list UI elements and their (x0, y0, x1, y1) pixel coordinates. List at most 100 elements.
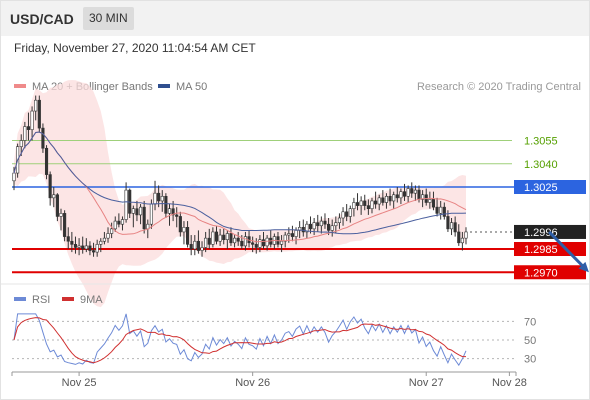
candle-body (175, 214, 179, 217)
rsi-legend-swatch (14, 297, 26, 301)
candle-body (41, 127, 45, 149)
candle-body (225, 233, 229, 240)
candle-body (91, 250, 96, 253)
level-label: 1.2985 (524, 244, 558, 256)
candle-body (254, 244, 258, 248)
candle-body (428, 199, 432, 203)
candle-body (19, 140, 23, 147)
level-label: 1.3055 (524, 136, 558, 148)
candle-body (334, 222, 338, 227)
candle-body (102, 237, 106, 242)
level-label: 1.3025 (524, 182, 558, 194)
candle-body (341, 211, 345, 219)
rsi-legend-entry: RSI (32, 294, 50, 306)
candle-body (301, 227, 305, 233)
candle-body (135, 208, 139, 216)
candle-body (189, 244, 193, 250)
candle-body (312, 222, 316, 230)
candle-body (348, 208, 352, 217)
candle-body (211, 231, 215, 245)
candle-body (34, 99, 38, 112)
candle-body (48, 174, 52, 199)
candle-body (251, 242, 255, 245)
candle-body (142, 206, 146, 230)
candle-body (204, 237, 208, 248)
candle-body (388, 196, 392, 202)
forecast-arrow-head (578, 261, 589, 273)
candle-body (323, 220, 327, 225)
candle-body (117, 220, 121, 225)
ma50-line (13, 131, 467, 235)
candle-body (287, 233, 291, 236)
candle-body (330, 225, 334, 231)
candle-body (84, 245, 88, 250)
candle-body (63, 213, 67, 237)
candle-body (138, 206, 143, 216)
candle-body (402, 191, 407, 197)
candle-body (160, 196, 164, 202)
candle-body (153, 192, 157, 205)
candle-body (265, 237, 269, 247)
candle-body (460, 237, 464, 244)
candle-body (110, 228, 114, 234)
level-label-bg (514, 180, 586, 194)
candle-body (294, 230, 298, 237)
candle-body (167, 208, 172, 214)
candle-body (327, 223, 331, 231)
candle-body (381, 197, 385, 203)
rsi-tick-label: 70 (524, 316, 536, 328)
candle-body (113, 220, 117, 230)
candle-body (55, 194, 59, 217)
candle-body (236, 237, 240, 242)
rsi-tick-label: 50 (524, 335, 536, 347)
copyright-text: Research © 2020 Trading Central (417, 81, 581, 93)
candle-body (73, 244, 78, 248)
level-label: 1.2970 (524, 267, 558, 279)
legend-entry: MA 50 (176, 81, 207, 93)
candle-body (157, 192, 161, 202)
candle-body (218, 234, 222, 242)
candle-body (171, 208, 175, 216)
candle-body (44, 147, 49, 175)
x-axis-tick-label: Nov 28 (492, 377, 527, 389)
candle-body (413, 189, 417, 194)
candle-body (99, 240, 103, 245)
candle-body (290, 233, 294, 237)
candle-body (392, 194, 396, 202)
x-axis-tick-label: Nov 25 (62, 377, 97, 389)
candle-body (12, 172, 16, 182)
candle-body (449, 222, 454, 230)
candle-body (77, 245, 81, 248)
candle-body (439, 206, 443, 214)
candle-body (435, 206, 439, 214)
candle-body (395, 194, 399, 199)
rsi-legend-swatch (62, 297, 74, 301)
candle-body (308, 223, 313, 230)
legend-swatch (14, 84, 26, 88)
interval-badge[interactable]: 30 MIN (83, 7, 134, 30)
legend-swatch (158, 84, 170, 88)
candle-body (70, 240, 74, 245)
candle-body (88, 245, 92, 251)
candle-body (222, 234, 226, 241)
x-axis-tick-label: Nov 26 (235, 377, 270, 389)
level-label: 1.3040 (524, 159, 558, 171)
candle-body (280, 240, 284, 245)
candle-body (30, 110, 34, 130)
candle-body (457, 231, 461, 244)
candle-body (240, 240, 244, 247)
candle-body (52, 194, 56, 199)
candle-body (261, 239, 266, 247)
candle-body (453, 222, 457, 233)
candle-body (182, 227, 186, 233)
candle-body (120, 219, 125, 225)
rsi-ma-line (13, 317, 466, 364)
candle-body (229, 233, 233, 244)
candle-body (305, 223, 309, 233)
chart-header: USD/CAD 30 MIN (0, 0, 590, 36)
candle-body (399, 191, 403, 199)
candle-body (366, 205, 370, 210)
candle-body (359, 200, 363, 206)
candle-body (337, 217, 342, 223)
